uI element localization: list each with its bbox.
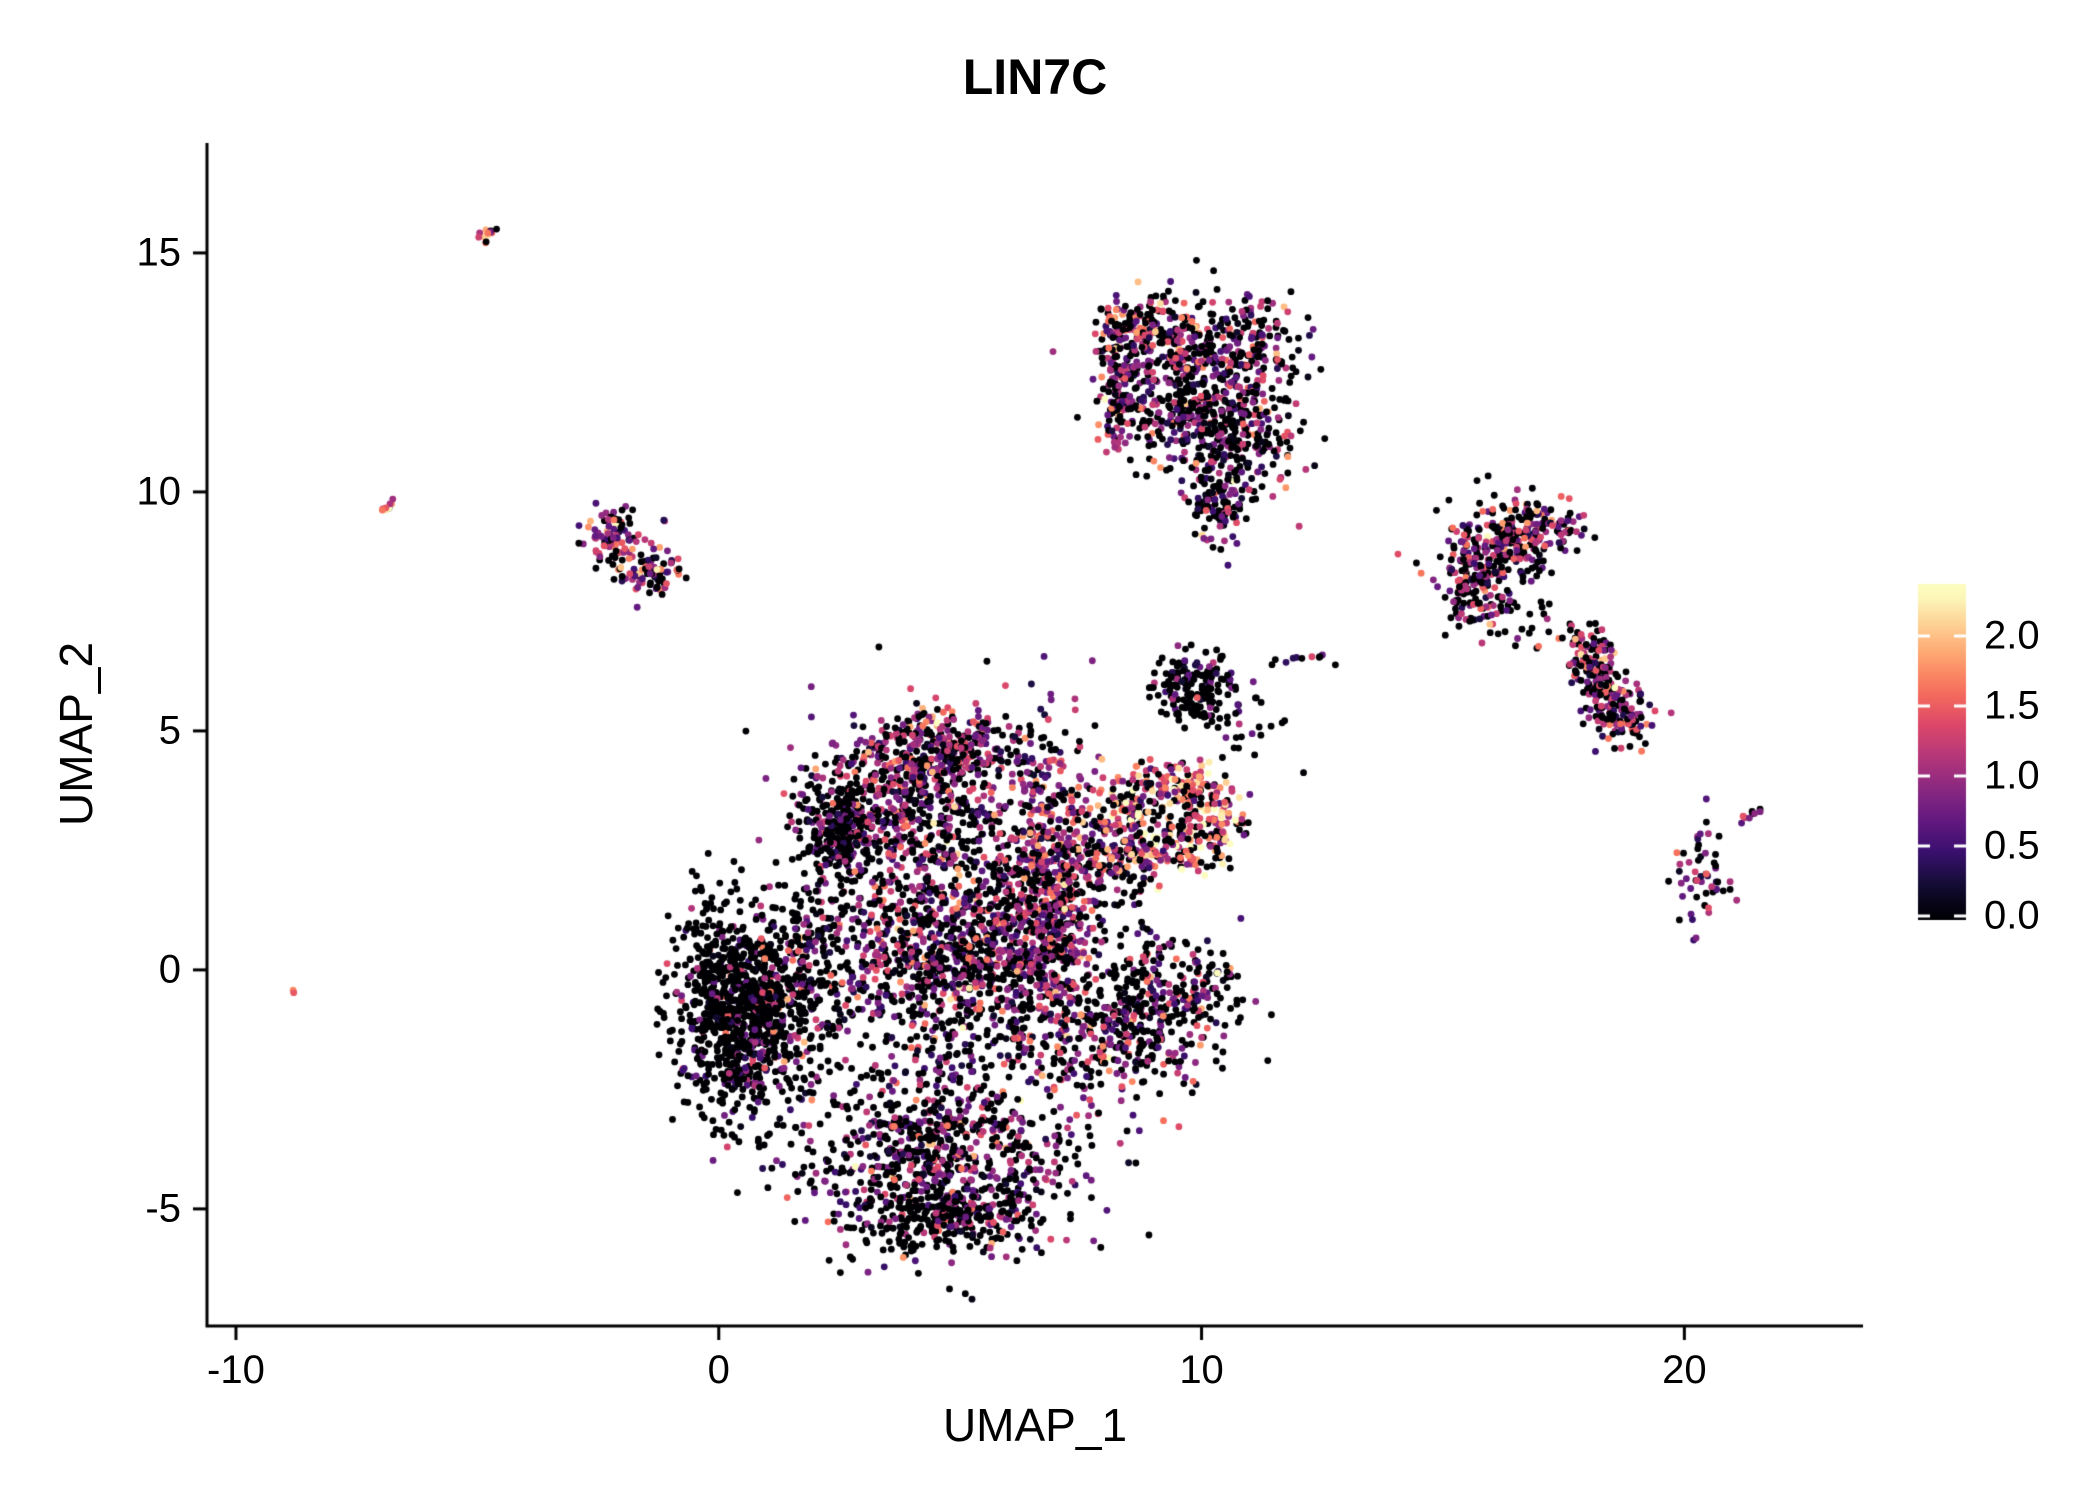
colorbar-tick-label: 0.5 xyxy=(1984,823,2040,868)
x-tick-label: 0 xyxy=(707,1348,730,1392)
plot-title: LIN7C xyxy=(962,49,1108,105)
colorbar-tick-label: 1.0 xyxy=(1984,753,2040,798)
colorbar-tick-label: 1.5 xyxy=(1984,683,2040,728)
y-axis-label: UMAP_2 xyxy=(50,641,102,827)
x-tick-label: 10 xyxy=(1179,1348,1224,1392)
y-tick-label: -5 xyxy=(145,1186,181,1231)
colorbar-tick-label: 0.0 xyxy=(1984,893,2040,938)
colorbar-tick-label: 2.0 xyxy=(1984,613,2040,658)
x-tick-label: -10 xyxy=(207,1348,265,1392)
y-tick-label: 0 xyxy=(158,947,181,992)
y-tick-label: 15 xyxy=(136,230,182,275)
y-tick-label: 5 xyxy=(158,708,181,753)
x-tick-label: 20 xyxy=(1662,1348,1707,1392)
y-tick-label: 10 xyxy=(136,469,182,514)
x-axis-label: UMAP_1 xyxy=(942,1399,1128,1451)
